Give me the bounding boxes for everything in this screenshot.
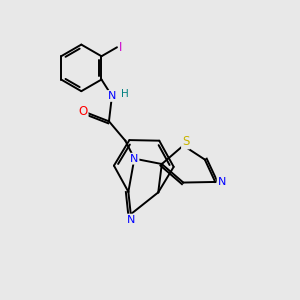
- Text: S: S: [182, 135, 189, 148]
- Text: N: N: [130, 154, 139, 164]
- Text: O: O: [78, 105, 88, 118]
- Text: I: I: [119, 41, 122, 54]
- Text: H: H: [121, 89, 128, 100]
- Text: N: N: [127, 214, 135, 225]
- Text: N: N: [218, 177, 226, 187]
- Text: N: N: [108, 91, 116, 101]
